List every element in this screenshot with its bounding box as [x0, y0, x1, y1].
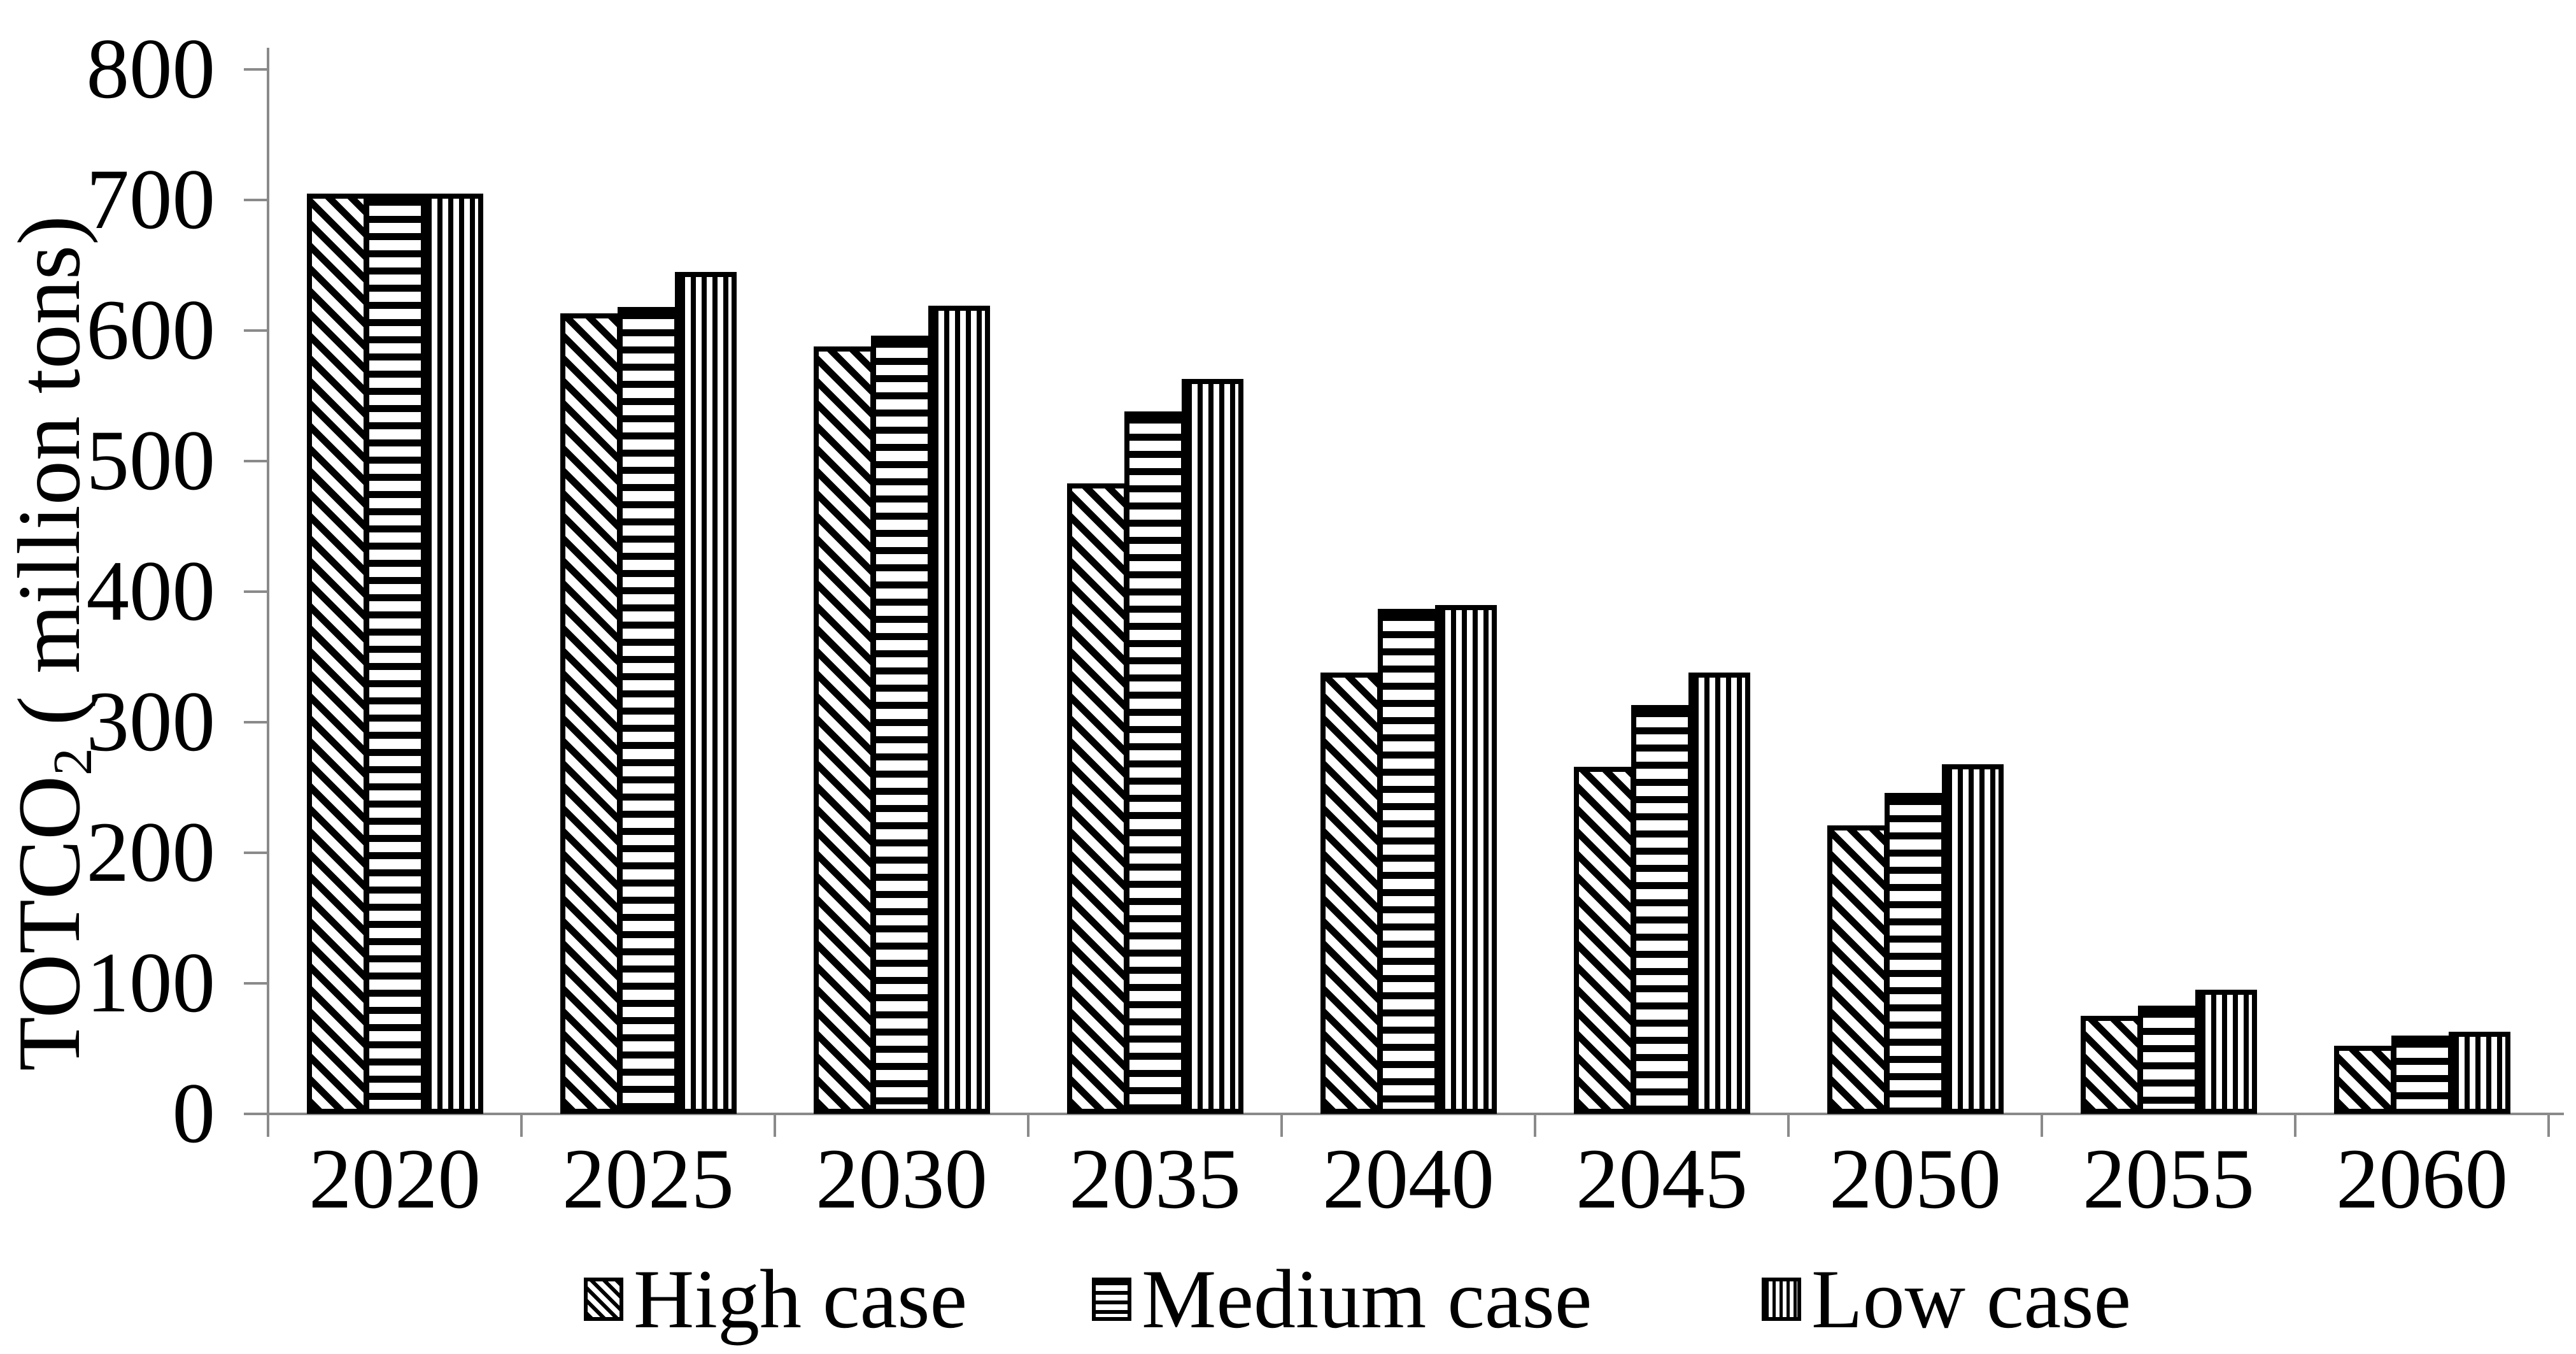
x-tick-7 [2041, 1115, 2043, 1137]
legend-swatch-medium-case [1092, 1278, 1131, 1321]
y-tick-100 [244, 982, 267, 985]
bar-low-case-2035 [1181, 379, 1243, 1114]
bar-group-2030 [813, 0, 990, 1114]
y-tick-label-800: 800 [86, 22, 216, 117]
legend-item-medium-case: Medium case [1092, 1252, 1592, 1346]
x-tick-6 [1787, 1115, 1790, 1137]
y-tick-label-200: 200 [86, 805, 216, 900]
bar-low-case-2040 [1434, 605, 1497, 1114]
y-tick-200 [244, 852, 267, 854]
x-tick-label-2025: 2025 [562, 1132, 734, 1227]
legend-swatch-low-case [1762, 1278, 1801, 1321]
x-tick-label-2035: 2035 [1069, 1132, 1241, 1227]
x-tick-1 [520, 1115, 523, 1137]
bar-low-case-2020 [421, 194, 483, 1114]
bar-low-case-2050 [1941, 764, 2004, 1114]
bar-group-2055 [2080, 0, 2257, 1114]
x-tick-9 [2547, 1115, 2550, 1137]
legend-item-low-case: Low case [1762, 1252, 2132, 1346]
legend-label-medium-case: Medium case [1142, 1252, 1592, 1346]
x-tick-label-2055: 2055 [2083, 1132, 2254, 1227]
bar-group-2060 [2333, 0, 2510, 1114]
bar-medium-case-2050 [1884, 793, 1946, 1114]
bar-high-case-2040 [1320, 673, 1382, 1114]
bar-high-case-2050 [1827, 825, 1889, 1114]
y-tick-label-0: 0 [172, 1066, 216, 1161]
bar-low-case-2025 [674, 272, 737, 1114]
y-tick-0 [244, 1113, 267, 1115]
bar-group-2035 [1066, 0, 1243, 1114]
legend-item-high-case: High case [584, 1252, 968, 1346]
bar-low-case-2055 [2195, 990, 2257, 1114]
x-tick-label-2060: 2060 [2336, 1132, 2508, 1227]
legend-swatch-high-case [584, 1278, 623, 1321]
bar-medium-case-2045 [1631, 705, 1693, 1114]
x-tick-label-2020: 2020 [309, 1132, 481, 1227]
y-tick-800 [244, 68, 267, 71]
bar-high-case-2055 [2080, 1016, 2142, 1114]
bar-low-case-2045 [1688, 673, 1750, 1114]
y-tick-500 [244, 460, 267, 462]
x-tick-4 [1280, 1115, 1283, 1137]
y-tick-label-300: 300 [86, 674, 216, 769]
bar-group-2045 [1573, 0, 1750, 1114]
legend-label-high-case: High case [633, 1252, 968, 1346]
y-tick-label-500: 500 [86, 413, 216, 508]
bar-high-case-2030 [813, 346, 875, 1114]
y-tick-300 [244, 721, 267, 723]
bar-medium-case-2030 [870, 336, 933, 1114]
bar-medium-case-2040 [1377, 609, 1440, 1114]
bar-high-case-2020 [306, 194, 369, 1114]
bar-medium-case-2060 [2391, 1036, 2453, 1114]
bar-group-2050 [1827, 0, 2004, 1114]
x-tick-8 [2294, 1115, 2296, 1137]
y-tick-600 [244, 329, 267, 332]
bar-low-case-2060 [2448, 1032, 2510, 1114]
bar-medium-case-2020 [364, 194, 426, 1114]
x-tick-0 [267, 1115, 269, 1137]
x-tick-label-2050: 2050 [1829, 1132, 2001, 1227]
y-tick-label-600: 600 [86, 283, 216, 378]
bar-low-case-2030 [928, 306, 990, 1114]
bar-high-case-2025 [560, 313, 622, 1114]
x-tick-5 [1534, 1115, 1536, 1137]
x-tick-label-2040: 2040 [1322, 1132, 1494, 1227]
y-tick-400 [244, 590, 267, 593]
y-tick-label-700: 700 [86, 152, 216, 247]
bar-group-2025 [560, 0, 737, 1114]
bar-medium-case-2055 [2137, 1006, 2200, 1114]
bar-medium-case-2025 [617, 307, 679, 1114]
y-axis-line [267, 48, 269, 1118]
legend-label-low-case: Low case [1811, 1252, 2132, 1346]
bar-high-case-2035 [1066, 483, 1129, 1114]
bar-group-2020 [306, 0, 483, 1114]
x-tick-3 [1027, 1115, 1030, 1137]
y-tick-label-100: 100 [86, 936, 216, 1030]
bar-group-2040 [1320, 0, 1497, 1114]
bar-high-case-2045 [1573, 767, 1636, 1114]
bar-medium-case-2035 [1124, 411, 1186, 1114]
y-tick-700 [244, 199, 267, 201]
y-tick-label-400: 400 [86, 544, 216, 639]
x-tick-2 [774, 1115, 776, 1137]
x-tick-label-2030: 2030 [816, 1132, 987, 1227]
x-axis-line [267, 1113, 2564, 1115]
bar-high-case-2060 [2333, 1046, 2396, 1114]
x-tick-label-2045: 2045 [1576, 1132, 1748, 1227]
